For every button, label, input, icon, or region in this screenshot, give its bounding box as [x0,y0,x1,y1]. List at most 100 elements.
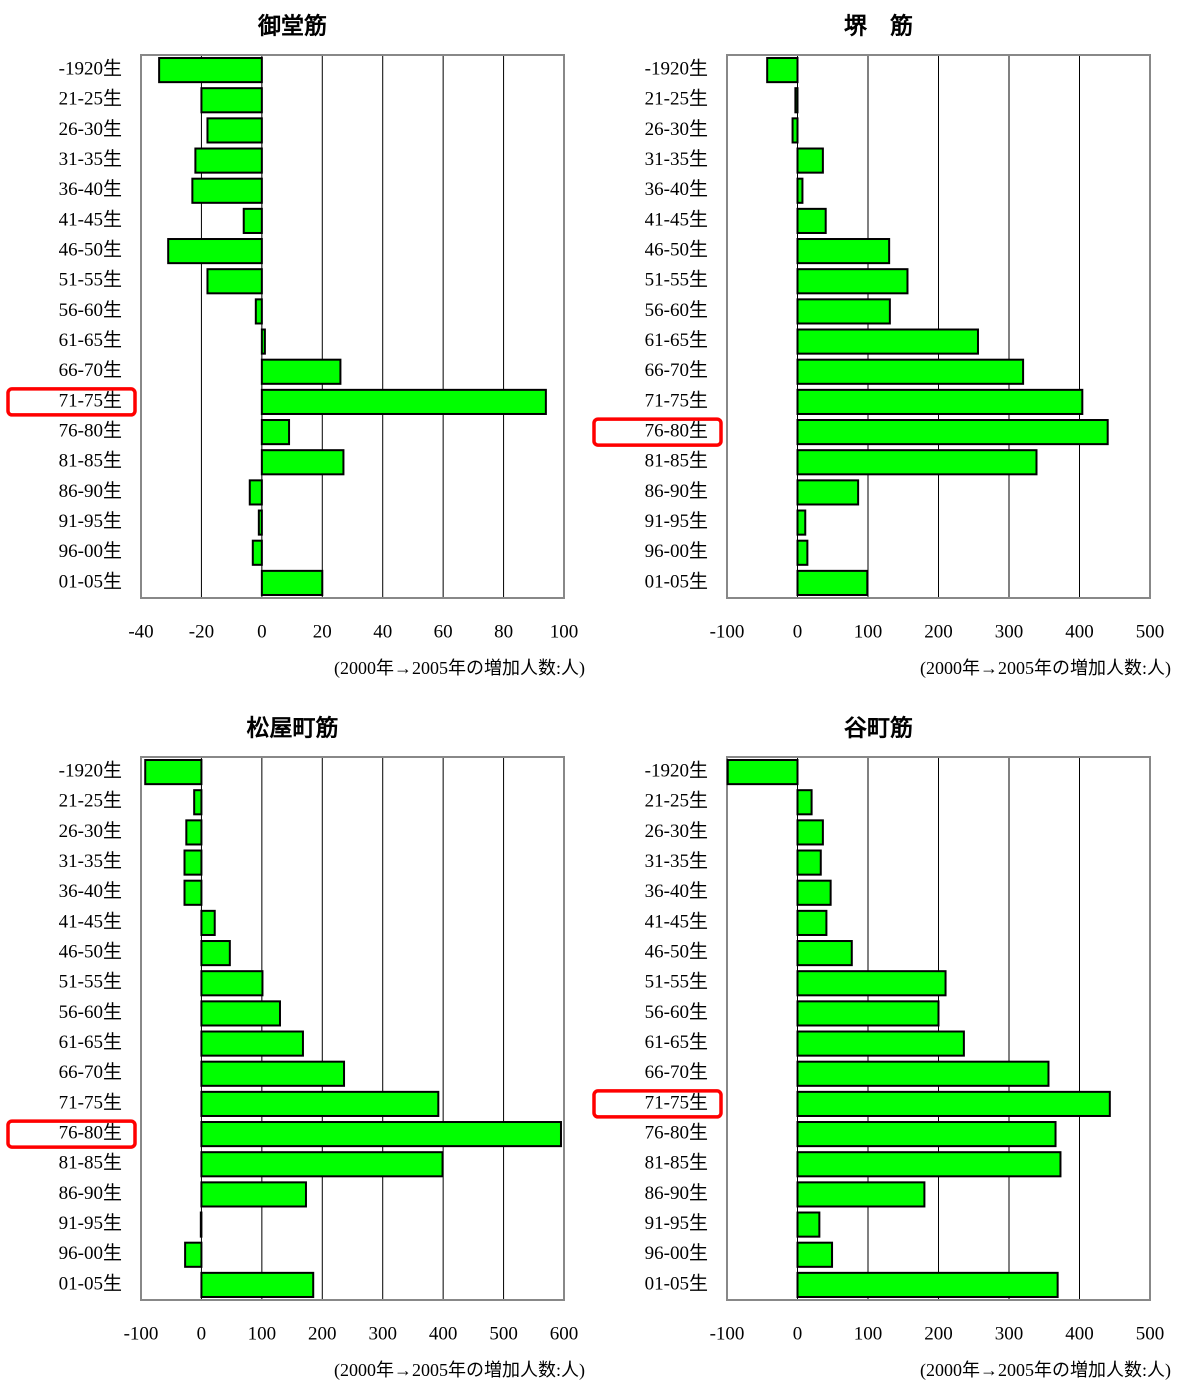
bar [796,1090,1111,1117]
y-tick-label: 91-95生 [59,510,122,532]
y-tick-label: 51-55生 [59,971,122,993]
y-tick-label: 76-80生 [645,419,708,441]
y-tick-label: 36-40生 [59,178,122,200]
bar [796,1241,834,1268]
bar [796,789,813,816]
y-tick-label: 81-85生 [645,450,708,472]
y-tick-label: 36-40生 [59,880,122,902]
y-tick-label: 96-00生 [59,1242,122,1264]
y-tick-label: 56-60生 [645,1001,708,1023]
y-tick-label: 31-35生 [59,850,122,872]
bar [200,1151,444,1178]
x-tick-label: -100 [124,1323,159,1344]
y-tick-label: 31-35生 [645,850,708,872]
y-tick-label: 21-25生 [645,88,708,110]
y-tick-label: 01-05生 [59,1272,122,1294]
x-tick-label: 300 [368,1323,397,1344]
bar [206,268,263,295]
y-tick-label: 36-40生 [645,178,708,200]
y-tick-label: 21-25生 [645,790,708,812]
bar [254,298,263,325]
x-axis-label: (2000年→2005年の増加人数:人) [334,1360,585,1381]
y-tick-label: 71-75生 [59,389,122,411]
y-tick-label: 41-45生 [59,208,122,230]
bar [796,1271,1059,1298]
bar [726,759,799,786]
y-tick-label: -1920生 [59,57,122,79]
bar [794,87,799,114]
x-tick-label: 500 [489,1323,518,1344]
y-tick-label: -1920生 [59,759,122,781]
bar [183,849,203,876]
plot-frame [726,54,1151,599]
x-axis-label: (2000年→2005年の増加人数:人) [920,1360,1171,1381]
bar [200,1000,281,1027]
bar [796,879,832,906]
plot-frame [726,756,1151,1301]
bar [796,328,979,355]
bar [260,569,324,596]
x-tick-label: 100 [854,621,883,642]
x-tick-label: 300 [995,1323,1024,1344]
y-tick-label: 31-35生 [59,148,122,170]
bar [200,1181,307,1208]
y-tick-label: 56-60生 [645,299,708,321]
bar [796,298,891,325]
x-tick-label: 400 [1065,1323,1094,1344]
bar [796,940,853,967]
y-tick-label: 56-60生 [59,1001,122,1023]
x-tick-label: 500 [1136,621,1165,642]
bar [260,419,291,446]
y-tick-label: 86-90生 [645,1182,708,1204]
bar [796,970,947,997]
x-tick-label: 400 [1065,621,1094,642]
y-tick-label: 96-00生 [645,1242,708,1264]
plot-frame [140,54,565,599]
y-tick-label: 56-60生 [59,299,122,321]
x-tick-label: 600 [550,1323,579,1344]
y-tick-label: 86-90生 [59,1182,122,1204]
bar [206,117,263,144]
chart-title: 谷町筋 [844,715,913,742]
y-tick-label: 46-50生 [645,238,708,260]
y-tick-label: 86-90生 [645,480,708,502]
y-tick-label: 26-30生 [645,820,708,842]
bar [796,388,1084,415]
plot-frame [140,756,565,1301]
y-tick-label: 46-50生 [645,940,708,962]
x-tick-label: 0 [197,1323,207,1344]
bar [194,147,263,174]
y-tick-label: 51-55生 [645,971,708,993]
bar [260,358,342,385]
bar [796,419,1109,446]
bar [184,1241,203,1268]
bar [796,1211,821,1238]
y-tick-label: 61-65生 [645,329,708,351]
bar [260,388,547,415]
y-tick-label: 71-75生 [59,1091,122,1113]
y-tick-label: 66-70生 [59,359,122,381]
y-tick-label: 86-90生 [59,480,122,502]
y-tick-label: 46-50生 [59,940,122,962]
x-tick-label: 200 [308,1323,337,1344]
bar [260,328,266,355]
bar [257,509,263,536]
bar [796,1000,940,1027]
y-tick-label: -1920生 [645,759,708,781]
bar [167,238,263,265]
x-tick-label: -40 [128,621,153,642]
y-tick-label: 81-85生 [59,1152,122,1174]
y-tick-label: 26-30生 [645,118,708,140]
y-tick-label: 66-70生 [59,1061,122,1083]
bar [796,849,822,876]
y-tick-label: 81-85生 [59,450,122,472]
bar [796,1121,1057,1148]
y-tick-label: 71-75生 [645,1091,708,1113]
bar [158,57,263,84]
x-axis-label: (2000年→2005年の増加人数:人) [920,658,1171,679]
x-tick-label: 20 [313,621,332,642]
y-tick-label: 01-05生 [645,570,708,592]
bar [248,479,263,506]
x-tick-label: 0 [257,621,267,642]
